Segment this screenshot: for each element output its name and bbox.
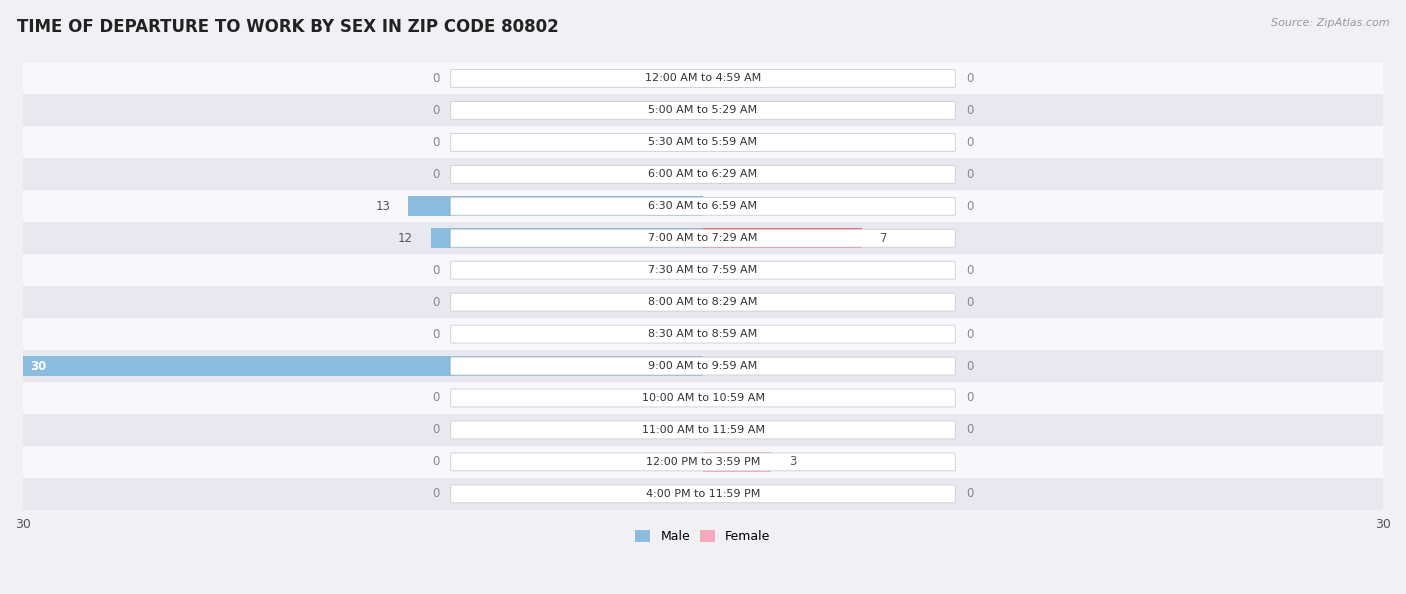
- FancyBboxPatch shape: [451, 261, 955, 279]
- Text: 4:00 PM to 11:59 PM: 4:00 PM to 11:59 PM: [645, 489, 761, 499]
- Bar: [22, 414, 1384, 446]
- Bar: [22, 190, 1384, 222]
- Text: 0: 0: [433, 168, 440, 181]
- Text: 12:00 AM to 4:59 AM: 12:00 AM to 4:59 AM: [645, 74, 761, 84]
- Bar: [22, 254, 1384, 286]
- Text: 0: 0: [966, 391, 973, 405]
- Text: 6:00 AM to 6:29 AM: 6:00 AM to 6:29 AM: [648, 169, 758, 179]
- Bar: [22, 318, 1384, 350]
- Bar: [408, 197, 703, 216]
- Text: 0: 0: [433, 72, 440, 85]
- Text: 5:00 AM to 5:29 AM: 5:00 AM to 5:29 AM: [648, 106, 758, 115]
- Text: 0: 0: [966, 264, 973, 277]
- Text: 0: 0: [966, 136, 973, 149]
- Text: 12: 12: [398, 232, 413, 245]
- Bar: [22, 222, 1384, 254]
- Text: 0: 0: [433, 391, 440, 405]
- Text: 0: 0: [966, 200, 973, 213]
- Text: 7: 7: [880, 232, 887, 245]
- Bar: [703, 228, 862, 248]
- Text: 11:00 AM to 11:59 AM: 11:00 AM to 11:59 AM: [641, 425, 765, 435]
- Legend: Male, Female: Male, Female: [630, 525, 776, 548]
- Text: 5:30 AM to 5:59 AM: 5:30 AM to 5:59 AM: [648, 137, 758, 147]
- FancyBboxPatch shape: [451, 102, 955, 119]
- Text: 3: 3: [789, 456, 797, 469]
- Text: 0: 0: [966, 104, 973, 117]
- Text: 0: 0: [433, 424, 440, 437]
- Text: 0: 0: [966, 296, 973, 309]
- Bar: [432, 228, 703, 248]
- Text: 10:00 AM to 10:59 AM: 10:00 AM to 10:59 AM: [641, 393, 765, 403]
- FancyBboxPatch shape: [451, 453, 955, 471]
- FancyBboxPatch shape: [451, 229, 955, 247]
- Bar: [22, 94, 1384, 127]
- Text: 13: 13: [375, 200, 391, 213]
- FancyBboxPatch shape: [451, 134, 955, 151]
- Text: Source: ZipAtlas.com: Source: ZipAtlas.com: [1271, 18, 1389, 28]
- Text: 0: 0: [433, 104, 440, 117]
- Text: 12:00 PM to 3:59 PM: 12:00 PM to 3:59 PM: [645, 457, 761, 467]
- Text: 0: 0: [966, 359, 973, 372]
- Bar: [22, 62, 1384, 94]
- Text: 0: 0: [966, 168, 973, 181]
- Bar: [703, 452, 770, 472]
- FancyBboxPatch shape: [451, 325, 955, 343]
- FancyBboxPatch shape: [451, 389, 955, 407]
- Bar: [22, 127, 1384, 159]
- Text: 7:00 AM to 7:29 AM: 7:00 AM to 7:29 AM: [648, 233, 758, 243]
- Text: 8:30 AM to 8:59 AM: 8:30 AM to 8:59 AM: [648, 329, 758, 339]
- Text: 7:30 AM to 7:59 AM: 7:30 AM to 7:59 AM: [648, 265, 758, 275]
- Bar: [22, 382, 1384, 414]
- FancyBboxPatch shape: [451, 357, 955, 375]
- Text: 0: 0: [966, 487, 973, 500]
- Text: TIME OF DEPARTURE TO WORK BY SEX IN ZIP CODE 80802: TIME OF DEPARTURE TO WORK BY SEX IN ZIP …: [17, 18, 558, 36]
- Bar: [22, 159, 1384, 190]
- Text: 0: 0: [966, 424, 973, 437]
- Bar: [22, 286, 1384, 318]
- Text: 0: 0: [433, 264, 440, 277]
- Text: 0: 0: [433, 296, 440, 309]
- FancyBboxPatch shape: [451, 485, 955, 503]
- Text: 0: 0: [433, 456, 440, 469]
- Bar: [22, 356, 703, 376]
- FancyBboxPatch shape: [451, 293, 955, 311]
- Text: 6:30 AM to 6:59 AM: 6:30 AM to 6:59 AM: [648, 201, 758, 211]
- Text: 0: 0: [433, 327, 440, 340]
- Text: 0: 0: [433, 136, 440, 149]
- Text: 0: 0: [966, 327, 973, 340]
- FancyBboxPatch shape: [451, 421, 955, 439]
- Text: 9:00 AM to 9:59 AM: 9:00 AM to 9:59 AM: [648, 361, 758, 371]
- Text: 0: 0: [966, 72, 973, 85]
- Bar: [22, 350, 1384, 382]
- FancyBboxPatch shape: [451, 197, 955, 215]
- FancyBboxPatch shape: [451, 165, 955, 184]
- Text: 0: 0: [433, 487, 440, 500]
- Text: 8:00 AM to 8:29 AM: 8:00 AM to 8:29 AM: [648, 297, 758, 307]
- Bar: [22, 446, 1384, 478]
- FancyBboxPatch shape: [451, 69, 955, 87]
- Bar: [22, 478, 1384, 510]
- Text: 30: 30: [30, 359, 46, 372]
